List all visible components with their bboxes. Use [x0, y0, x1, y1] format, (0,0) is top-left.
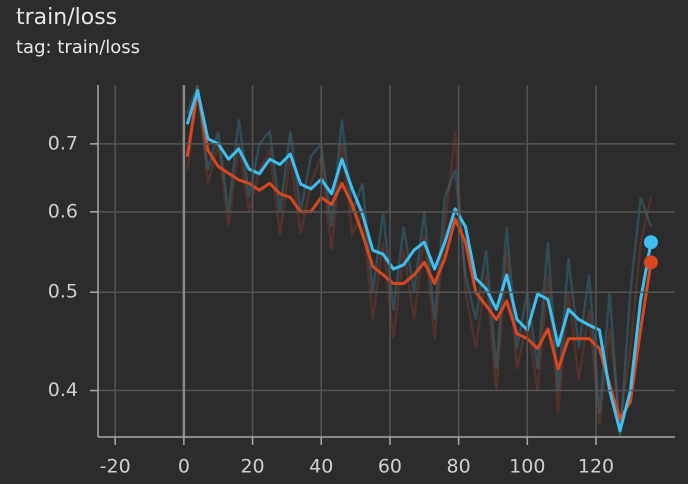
raw-line: [186, 85, 653, 437]
x-tick-label: -20: [100, 456, 131, 478]
x-tick-label: 20: [240, 456, 264, 478]
chart-title: train/loss: [16, 5, 117, 30]
y-tick-label: 0.6: [48, 200, 78, 222]
last-point: [643, 235, 658, 250]
x-tick-label: 0: [178, 456, 190, 478]
x-tick-label: 100: [509, 456, 545, 478]
y-tick-label: 0.5: [48, 281, 78, 303]
smoothed-line: [185, 89, 653, 421]
plot-area: [185, 85, 653, 437]
smoothed-line: [185, 89, 653, 433]
y-tick-label: 0.4: [48, 379, 78, 401]
x-tick-label: 40: [309, 456, 333, 478]
raw-line: [186, 85, 653, 426]
chart-subtitle: tag: train/loss: [16, 37, 140, 58]
x-tick-label: 60: [378, 456, 402, 478]
x-tick-label: 120: [578, 456, 614, 478]
x-tick-label: 80: [447, 456, 471, 478]
last-point: [643, 255, 658, 270]
y-tick-label: 0.7: [48, 132, 78, 154]
